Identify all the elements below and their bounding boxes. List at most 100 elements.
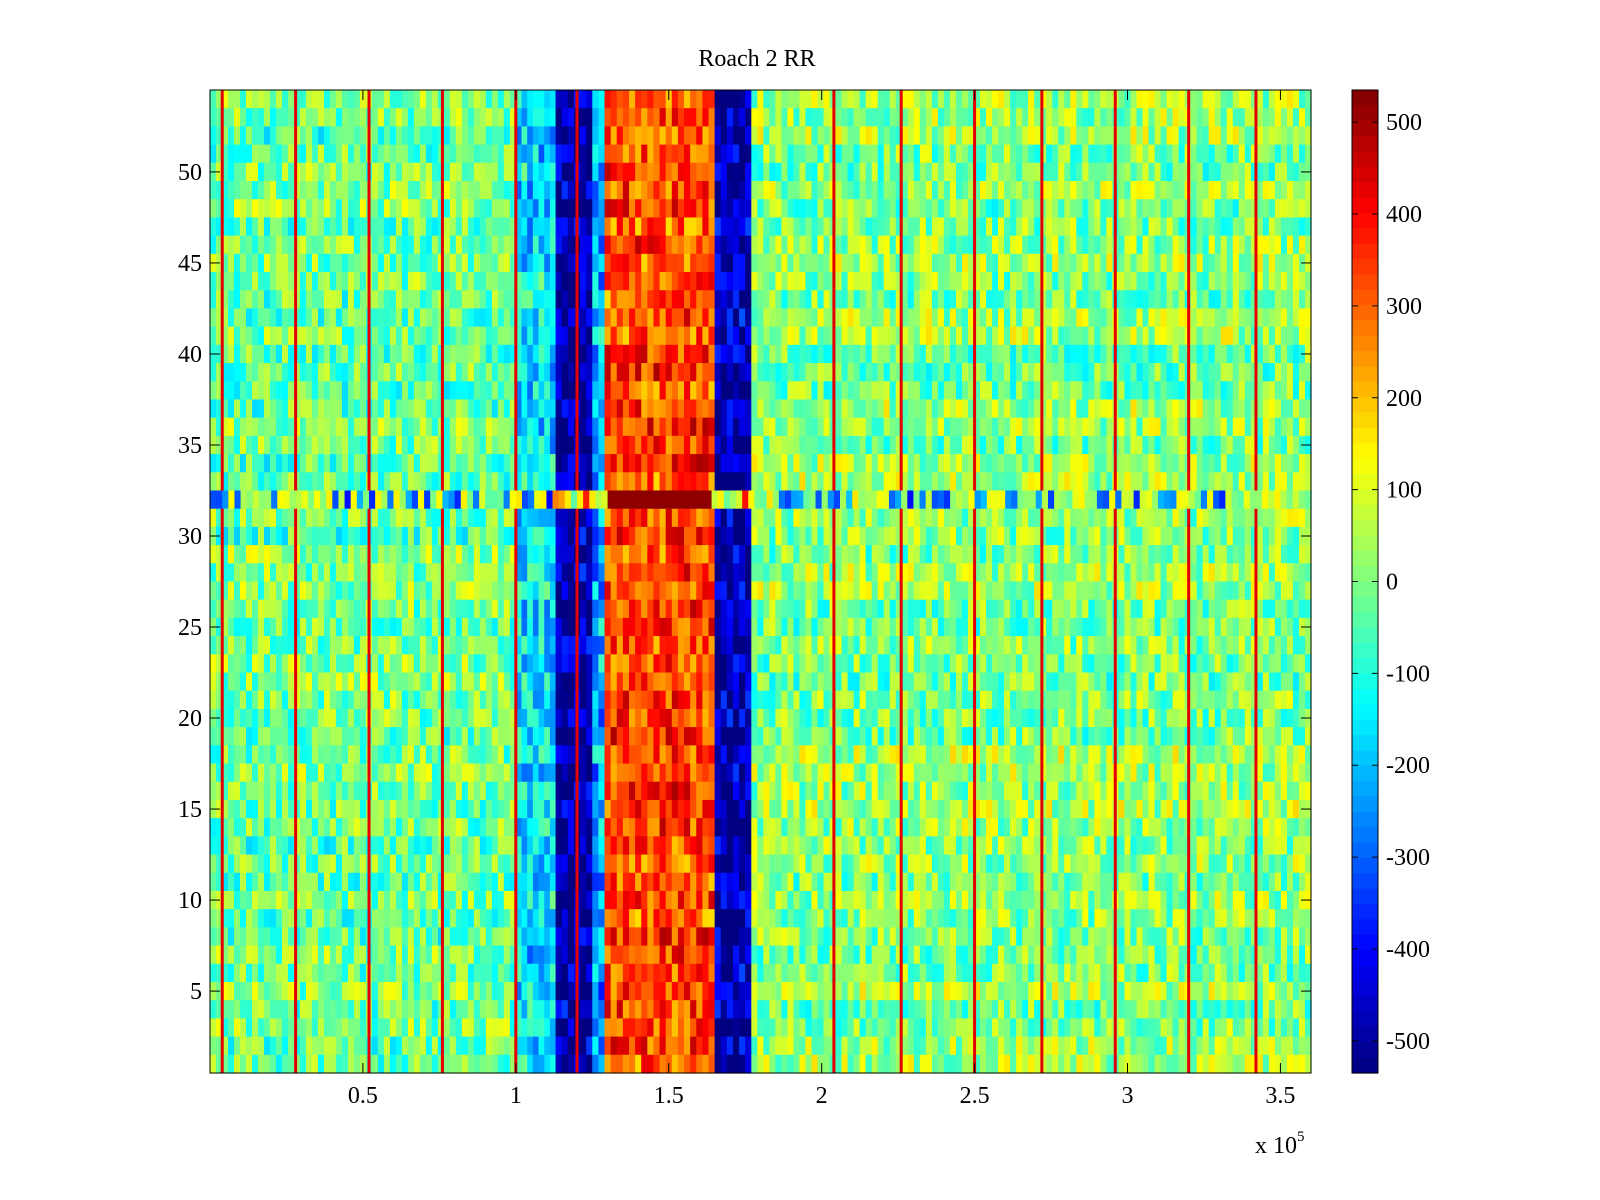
heatmap-cell (299, 581, 307, 601)
heatmap-cell (425, 654, 433, 674)
heatmap-cell (702, 272, 710, 291)
heatmap-cell (275, 1018, 283, 1038)
heatmap-cell (702, 217, 710, 237)
heatmap-cell (353, 217, 361, 237)
heatmap-cell (467, 235, 475, 255)
heatmap-cell (671, 526, 679, 546)
heatmap-cell (371, 181, 379, 200)
heatmap-cell (383, 545, 391, 564)
heatmap-cell (479, 599, 487, 619)
heatmap-cell (269, 890, 277, 910)
heatmap-cell (431, 90, 439, 109)
heatmap-cell (210, 181, 217, 200)
heatmap-cell (616, 1018, 624, 1038)
heatmap-cell (227, 690, 235, 710)
heatmap-cell (413, 399, 421, 419)
heatmap-cell (491, 890, 499, 910)
heatmap-cell (210, 1036, 217, 1056)
heatmap-cell (210, 836, 217, 856)
heatmap-cell (739, 272, 746, 291)
heatmap-cell (538, 290, 545, 310)
heatmap-cell (227, 872, 235, 892)
heatmap-cell (305, 472, 313, 492)
heatmap-cell (503, 454, 511, 473)
heatmap-cell (671, 308, 679, 328)
heatmap-cell (616, 217, 624, 237)
heatmap-cell (616, 981, 624, 1001)
heatmap-cell (389, 599, 397, 619)
heatmap-cell (561, 144, 569, 164)
heatmap-cell (610, 836, 618, 856)
heatmap-cell (732, 927, 740, 947)
heatmap-cell (269, 727, 277, 746)
heatmap-cell (610, 126, 618, 146)
heatmap-cell (690, 1000, 697, 1019)
heatmap-cell (684, 526, 691, 546)
heatmap-cell (635, 508, 642, 528)
heatmap-cell (395, 162, 403, 182)
heatmap-cell (538, 1036, 545, 1056)
heatmap-cell (425, 126, 433, 146)
heatmap-cell (455, 745, 463, 765)
heatmap-cell (509, 781, 517, 801)
heatmap-cell (567, 1018, 575, 1038)
heatmap-cell (515, 162, 523, 182)
heatmap-cell (377, 472, 385, 492)
heatmap-cell (527, 381, 534, 401)
heatmap-cell (665, 599, 673, 619)
heatmap-cell (598, 235, 606, 255)
heatmap-cell (509, 508, 517, 528)
heatmap-cell (641, 763, 648, 783)
heatmap-cell (216, 599, 223, 619)
heatmap-cell (1130, 90, 1138, 109)
heatmap-cell (567, 763, 575, 783)
heatmap-cell (341, 963, 349, 983)
heatmap-cell (561, 963, 569, 983)
heatmap-cell (443, 563, 451, 583)
heatmap-cell (671, 909, 679, 928)
heatmap-cell (521, 672, 528, 692)
heatmap-cell (216, 181, 223, 200)
heatmap-cell (503, 253, 511, 273)
heatmap-cell (341, 654, 349, 674)
heatmap-cell (567, 199, 575, 219)
heatmap-cell (431, 781, 439, 801)
heatmap-cell (281, 272, 289, 291)
heatmap-cell (335, 545, 343, 564)
heatmap-cell (823, 108, 831, 127)
heatmap-cell (610, 381, 618, 401)
heatmap-cell (720, 363, 728, 382)
heatmap-cell (628, 199, 636, 219)
heatmap-cell (413, 727, 421, 746)
heatmap-cell (245, 654, 253, 674)
heatmap-cell (659, 854, 667, 874)
heatmap-cell (665, 454, 673, 473)
heatmap-cell (233, 890, 241, 910)
heatmap-cell (407, 654, 415, 674)
heatmap-cell (544, 945, 551, 965)
heatmap-cell (281, 435, 289, 455)
heatmap-cell (628, 1018, 636, 1038)
heatmap-cell (901, 108, 909, 127)
heatmap-cell (726, 945, 734, 965)
heatmap-cell (329, 763, 337, 783)
heatmap-cell (287, 290, 295, 310)
heatmap-cell (635, 253, 642, 273)
heatmap-cell (353, 636, 361, 655)
heatmap-cell (227, 308, 235, 328)
heatmap-cell (479, 708, 487, 728)
heatmap-cell (561, 818, 569, 837)
heatmap-cell (677, 181, 685, 200)
heatmap-cell (732, 108, 740, 127)
heatmap-cell (467, 690, 475, 710)
heatmap-cell (407, 909, 415, 928)
heatmap-cell (227, 126, 235, 146)
heatmap-cell (389, 1018, 397, 1038)
heatmap-cell (305, 981, 313, 1001)
heatmap-cell (323, 745, 331, 765)
heatmap-cell (317, 90, 325, 109)
heatmap-cell (269, 708, 277, 728)
heatmap-cell (257, 581, 265, 601)
heatmap-cell (353, 909, 361, 928)
